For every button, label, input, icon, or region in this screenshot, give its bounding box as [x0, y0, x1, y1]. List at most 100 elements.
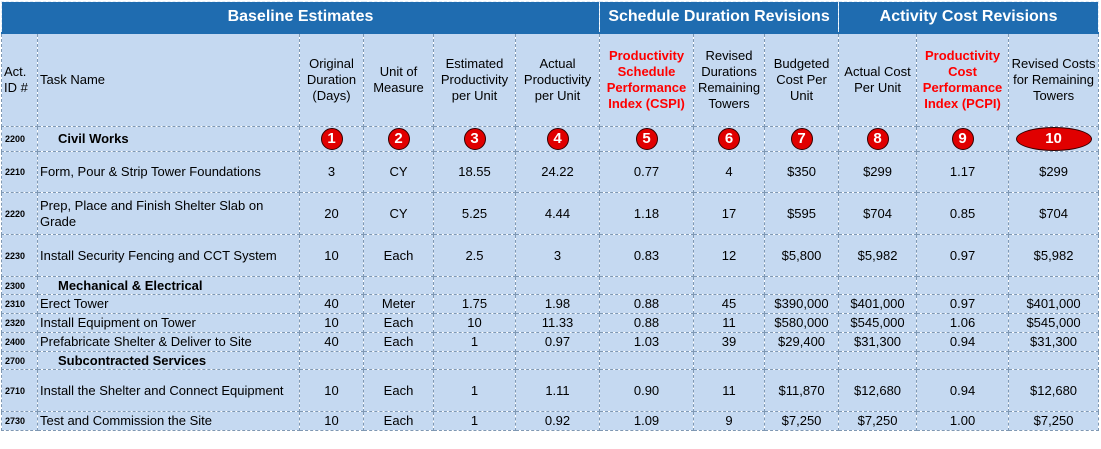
cspi: 0.88 — [599, 294, 695, 314]
cspi: 0.77 — [599, 151, 695, 193]
header-actual-productivity: Actual Productivity per Unit — [514, 32, 601, 127]
badge-3: 3 — [463, 128, 486, 150]
estimated-productivity: 2.5 — [433, 234, 516, 277]
unit-of-measure: Each — [363, 332, 434, 352]
revised-cost: $704 — [1008, 192, 1100, 235]
revised-cost: $401,000 — [1008, 294, 1100, 314]
revised-duration: 9 — [693, 411, 766, 431]
task-name: Form, Pour & Strip Tower Foundations — [37, 151, 300, 193]
actual-cost: $401,000 — [838, 294, 918, 314]
estimated-productivity: 1 — [433, 369, 516, 412]
task-name: Prep, Place and Finish Shelter Slab on G… — [37, 192, 300, 235]
table-row: 2230 Install Security Fencing and CCT Sy… — [1, 234, 1100, 277]
revised-cost: $12,680 — [1008, 369, 1100, 412]
revisions-table: Baseline Estimates Schedule Duration Rev… — [0, 1, 1100, 431]
table-row: 2320 Install Equipment on Tower 10 Each … — [1, 313, 1100, 333]
actual-productivity: 24.22 — [514, 151, 601, 193]
header-unit-of-measure: Unit of Measure — [363, 32, 434, 127]
activity-id: 2310 — [1, 294, 38, 314]
table-row: 2210 Form, Pour & Strip Tower Foundation… — [1, 151, 1100, 193]
budgeted-cost: $350 — [764, 151, 840, 193]
activity-id: 2220 — [1, 192, 38, 235]
cspi: 1.03 — [599, 332, 695, 352]
actual-cost: $12,680 — [838, 369, 918, 412]
unit-of-measure: Each — [363, 369, 434, 412]
header-cspi: Productivity Schedule Performance Index … — [599, 32, 695, 127]
actual-cost: $545,000 — [838, 313, 918, 333]
unit-of-measure: Meter — [363, 294, 434, 314]
group-schedule-duration-revisions: Schedule Duration Revisions — [599, 1, 840, 33]
budgeted-cost: $5,800 — [764, 234, 840, 277]
category-row-mechanical-electrical: 2300 Mechanical & Electrical — [1, 276, 1100, 295]
revised-duration: 12 — [693, 234, 766, 277]
category-name: Mechanical & Electrical — [37, 276, 300, 295]
actual-cost: $704 — [838, 192, 918, 235]
table-row: 2710 Install the Shelter and Connect Equ… — [1, 369, 1100, 412]
category-id: 2300 — [1, 276, 38, 295]
pcpi: 0.85 — [916, 192, 1010, 235]
cspi: 0.88 — [599, 313, 695, 333]
activity-id: 2400 — [1, 332, 38, 352]
category-name: Subcontracted Services — [37, 351, 300, 370]
category-id: 2200 — [1, 126, 38, 152]
pcpi: 1.17 — [916, 151, 1010, 193]
unit-of-measure: CY — [363, 151, 434, 193]
activity-id: 2210 — [1, 151, 38, 193]
header-actual-cost: Actual Cost Per Unit — [838, 32, 918, 127]
budgeted-cost: $7,250 — [764, 411, 840, 431]
header-revised-costs: Revised Costs for Remaining Towers — [1008, 32, 1100, 127]
estimated-productivity: 10 — [433, 313, 516, 333]
estimated-productivity: 1 — [433, 411, 516, 431]
cspi: 0.83 — [599, 234, 695, 277]
category-row-subcontracted-services: 2700 Subcontracted Services — [1, 351, 1100, 370]
table-row: 2730 Test and Commission the Site 10 Eac… — [1, 411, 1100, 431]
table-row: 2400 Prefabricate Shelter & Deliver to S… — [1, 332, 1100, 352]
badge-9: 9 — [951, 128, 974, 150]
revised-duration: 11 — [693, 313, 766, 333]
task-name: Install Equipment on Tower — [37, 313, 300, 333]
budgeted-cost: $390,000 — [764, 294, 840, 314]
actual-productivity: 1.98 — [514, 294, 601, 314]
original-duration: 10 — [299, 234, 364, 277]
pcpi: 0.97 — [916, 294, 1010, 314]
actual-productivity: 1.11 — [514, 369, 601, 412]
cspi: 0.90 — [599, 369, 695, 412]
header-budgeted-cost: Budgeted Cost Per Unit — [764, 32, 840, 127]
badge-10: 10 — [1015, 127, 1092, 151]
badge-8: 8 — [866, 128, 889, 150]
category-name: Civil Works — [37, 126, 300, 152]
estimated-productivity: 5.25 — [433, 192, 516, 235]
unit-of-measure: CY — [363, 192, 434, 235]
budgeted-cost: $11,870 — [764, 369, 840, 412]
revised-duration: 17 — [693, 192, 766, 235]
activity-id: 2710 — [1, 369, 38, 412]
estimated-productivity: 18.55 — [433, 151, 516, 193]
category-row-civil-works: 2200 Civil Works 1 2 3 4 5 6 7 8 9 10 — [1, 126, 1100, 152]
pcpi: 0.97 — [916, 234, 1010, 277]
badge-7: 7 — [790, 128, 813, 150]
actual-productivity: 4.44 — [514, 192, 601, 235]
category-id: 2700 — [1, 351, 38, 370]
header-pcpi: Productivity Cost Performance Index (PCP… — [916, 32, 1010, 127]
revised-duration: 45 — [693, 294, 766, 314]
pcpi: 1.00 — [916, 411, 1010, 431]
header-original-duration: Original Duration (Days) — [299, 32, 364, 127]
actual-productivity: 11.33 — [514, 313, 601, 333]
revised-cost: $7,250 — [1008, 411, 1100, 431]
cspi: 1.18 — [599, 192, 695, 235]
revised-duration: 11 — [693, 369, 766, 412]
badge-4: 4 — [546, 128, 569, 150]
unit-of-measure: Each — [363, 313, 434, 333]
task-name: Install the Shelter and Connect Equipmen… — [37, 369, 300, 412]
estimated-productivity: 1.75 — [433, 294, 516, 314]
revised-cost: $545,000 — [1008, 313, 1100, 333]
budgeted-cost: $595 — [764, 192, 840, 235]
activity-id: 2230 — [1, 234, 38, 277]
revised-cost: $31,300 — [1008, 332, 1100, 352]
original-duration: 40 — [299, 294, 364, 314]
original-duration: 10 — [299, 313, 364, 333]
task-name: Test and Commission the Site — [37, 411, 300, 431]
group-baseline-estimates: Baseline Estimates — [0, 1, 601, 33]
cspi: 1.09 — [599, 411, 695, 431]
actual-cost: $7,250 — [838, 411, 918, 431]
